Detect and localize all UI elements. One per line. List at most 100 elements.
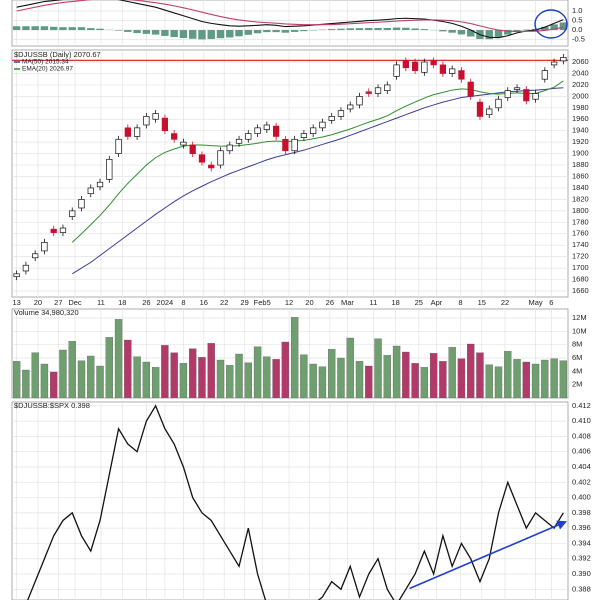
y-tick-label: 0.410 bbox=[572, 416, 591, 425]
candle-body bbox=[486, 108, 493, 116]
volume-bar bbox=[309, 363, 317, 398]
volume-bar bbox=[12, 361, 21, 398]
x-tick-label: Feb5 bbox=[254, 298, 271, 307]
candle-body bbox=[319, 121, 326, 129]
histogram-bar bbox=[22, 26, 30, 31]
y-tick-label: 0.388 bbox=[572, 584, 591, 593]
histogram-bar bbox=[281, 30, 290, 33]
volume-bar bbox=[207, 343, 215, 398]
candle-body bbox=[532, 93, 539, 100]
y-tick-label: 1840 bbox=[572, 183, 589, 192]
volume-bar bbox=[226, 365, 234, 398]
volume-bar bbox=[161, 345, 169, 398]
volume-bar bbox=[189, 348, 197, 398]
volume-bar bbox=[281, 341, 290, 398]
histogram-bar bbox=[124, 30, 132, 32]
x-tick-label: 18 bbox=[391, 298, 399, 307]
candle-body bbox=[421, 61, 428, 73]
volume-title: Volume 34,980,320 bbox=[14, 308, 79, 317]
candle-body bbox=[310, 127, 317, 134]
y-tick-label: 1760 bbox=[572, 229, 589, 238]
x-tick-label: 18 bbox=[118, 298, 126, 307]
candle-body bbox=[430, 60, 437, 66]
x-tick-label: 15 bbox=[478, 298, 486, 307]
volume-bar bbox=[420, 367, 429, 398]
y-tick-label: 0.404 bbox=[572, 462, 591, 471]
y-tick-label: 1660 bbox=[572, 286, 589, 295]
histogram-bar bbox=[466, 30, 475, 37]
y-tick-label: 8M bbox=[572, 340, 582, 349]
volume-bar bbox=[253, 346, 262, 398]
candle-body bbox=[13, 273, 20, 278]
histogram-bar bbox=[263, 30, 271, 33]
volume-bar bbox=[541, 359, 549, 398]
histogram-bar bbox=[365, 27, 373, 31]
panel-background bbox=[11, 0, 569, 47]
candle-body bbox=[152, 113, 159, 120]
volume-bar bbox=[105, 337, 113, 398]
y-tick-label: 1920 bbox=[572, 137, 589, 146]
y-tick-label: 1820 bbox=[572, 194, 589, 203]
candle-body bbox=[50, 228, 57, 233]
candle-body bbox=[523, 89, 530, 102]
x-tick-label: 11 bbox=[97, 298, 105, 307]
histogram-bar bbox=[87, 28, 95, 31]
histogram-bar bbox=[40, 26, 49, 31]
y-tick-label: 1700 bbox=[572, 263, 589, 272]
x-tick-label: 26 bbox=[142, 298, 150, 307]
legend-label: MA(50) 2015.34 bbox=[22, 59, 69, 66]
x-tick-label: Dec bbox=[68, 298, 82, 307]
histogram-bar bbox=[151, 30, 160, 35]
x-tick-label: 12 bbox=[285, 298, 293, 307]
candle-body bbox=[467, 81, 474, 97]
volume-bar bbox=[411, 363, 419, 398]
volume-bar bbox=[448, 347, 456, 398]
histogram-bar bbox=[448, 30, 456, 33]
histogram-bar bbox=[402, 27, 410, 31]
x-tick-label: 20 bbox=[305, 298, 313, 307]
ratio-title: $DJUSSB:$SPX 0.398 bbox=[14, 401, 90, 410]
histogram-bar bbox=[290, 30, 299, 32]
candle-body bbox=[133, 127, 141, 137]
histogram-bar bbox=[439, 30, 447, 32]
x-tick-label: 6 bbox=[549, 298, 553, 307]
macd-line bbox=[16, 0, 564, 33]
histogram-bar bbox=[244, 30, 253, 35]
histogram-bar bbox=[374, 27, 382, 31]
volume-bar bbox=[494, 366, 503, 398]
y-tick-label: 4M bbox=[572, 366, 582, 375]
histogram-bar bbox=[504, 30, 512, 35]
candle-body bbox=[226, 144, 233, 152]
histogram-bar bbox=[179, 30, 188, 39]
candle-body bbox=[560, 57, 567, 62]
x-tick-label: 8 bbox=[181, 298, 185, 307]
histogram-bar bbox=[49, 26, 58, 31]
x-tick-label: 16 bbox=[200, 298, 208, 307]
volume-bar bbox=[263, 356, 271, 398]
volume-bar bbox=[290, 317, 299, 398]
candle-body bbox=[198, 154, 206, 163]
volume-bar bbox=[50, 371, 58, 398]
x-tick-label: 25 bbox=[415, 298, 423, 307]
volume-bar bbox=[216, 359, 225, 398]
price-title: $DJUSSB (Daily) 2070.67 bbox=[14, 50, 101, 59]
histogram-bar bbox=[494, 30, 503, 38]
histogram-bar bbox=[392, 27, 401, 31]
x-tick-label: 26 bbox=[326, 298, 334, 307]
volume-bar bbox=[77, 360, 86, 398]
y-tick-label: 0.398 bbox=[572, 508, 591, 517]
volume-bar bbox=[522, 361, 530, 398]
histogram-bar bbox=[96, 28, 104, 31]
y-tick-label: 1900 bbox=[572, 149, 589, 158]
candle-body bbox=[106, 158, 113, 180]
histogram-bar bbox=[226, 30, 234, 38]
volume-bar bbox=[96, 365, 104, 398]
candle-body bbox=[439, 64, 447, 74]
candle-body bbox=[235, 138, 243, 144]
x-tick-label: May bbox=[528, 298, 542, 307]
histogram-bar bbox=[142, 30, 151, 34]
y-tick-label: 0.412 bbox=[572, 401, 591, 410]
y-tick-label: 0.5 bbox=[572, 16, 582, 25]
histogram-bar bbox=[550, 24, 558, 31]
